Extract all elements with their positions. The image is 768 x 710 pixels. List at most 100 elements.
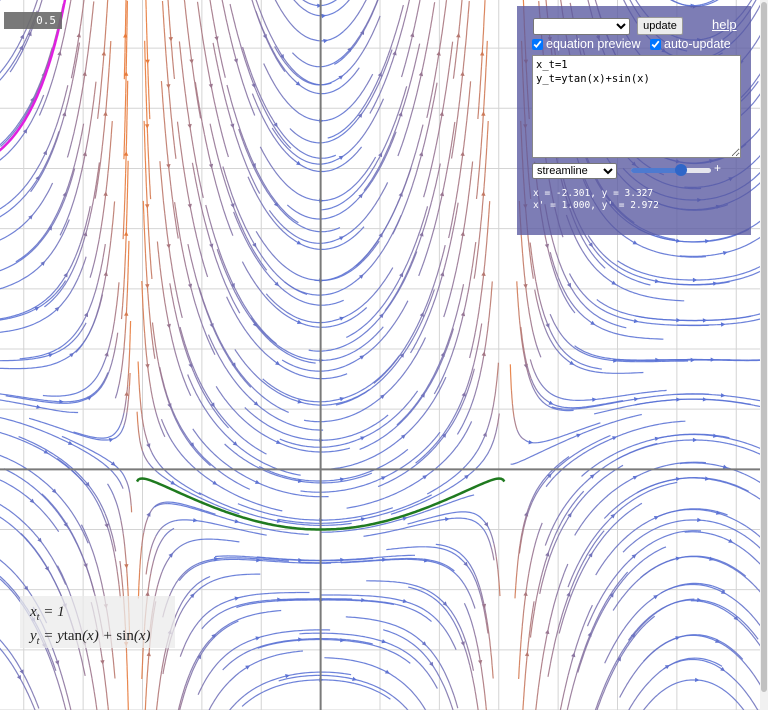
density-slider[interactable] xyxy=(631,164,711,176)
streamline-segment xyxy=(376,447,389,456)
streamline-segment xyxy=(381,369,392,381)
streamline-segment xyxy=(350,67,360,79)
streamline-segment xyxy=(242,141,249,154)
streamline-segment xyxy=(411,251,418,264)
streamline-segment xyxy=(189,462,200,473)
update-button[interactable]: update xyxy=(637,17,683,35)
streamline-segment xyxy=(405,263,413,277)
streamline-segment xyxy=(570,583,577,597)
streamline-segment xyxy=(531,385,539,398)
streamline-segment xyxy=(244,498,258,505)
streamline-segment xyxy=(75,39,80,53)
streamline-segment xyxy=(3,56,12,69)
streamline-segment xyxy=(21,309,34,316)
streamline-segment xyxy=(367,559,381,562)
streamline-segment xyxy=(433,365,441,378)
density-slider-fill xyxy=(631,168,681,173)
streamline-segment xyxy=(594,698,601,710)
streamline-segment xyxy=(356,679,370,685)
streamline-arrow xyxy=(208,83,213,89)
streamline-segment xyxy=(138,437,143,452)
streamline-segment xyxy=(63,219,70,232)
plot-mode-dropdown[interactable]: streamline xyxy=(532,163,617,179)
streamline-segment xyxy=(262,511,276,516)
streamline-segment xyxy=(483,93,486,107)
streamline-segment xyxy=(641,444,654,450)
streamline-segment xyxy=(293,0,301,7)
streamline-segment xyxy=(444,341,450,354)
streamline-segment xyxy=(272,304,284,314)
streamline-segment xyxy=(249,557,263,560)
streamline-segment xyxy=(104,513,111,526)
streamline-segment xyxy=(141,532,145,546)
streamline-segment xyxy=(669,0,677,3)
streamline-segment xyxy=(54,425,67,432)
streamline-segment xyxy=(402,197,409,211)
streamline-segment xyxy=(283,558,297,561)
streamline-segment xyxy=(281,67,286,73)
streamline-segment xyxy=(162,14,165,28)
streamline-segment xyxy=(229,97,235,111)
streamline-segment xyxy=(622,542,634,553)
streamline-segment xyxy=(284,69,295,81)
auto-update-checkbox[interactable] xyxy=(650,38,661,50)
streamline-segment xyxy=(219,357,228,370)
streamline-segment xyxy=(347,528,361,532)
streamline-segment xyxy=(167,472,179,482)
streamline-segment xyxy=(31,263,43,274)
streamline-segment xyxy=(479,293,482,307)
streamline-arrow xyxy=(16,675,21,680)
streamline-segment xyxy=(603,401,618,406)
streamline-segment xyxy=(536,687,539,701)
equation-preview-option[interactable]: equation preview xyxy=(532,37,641,51)
equation-preview-checkbox[interactable] xyxy=(532,38,543,50)
streamline-segment xyxy=(227,526,241,531)
streamline-arrow xyxy=(40,261,46,266)
streamline-segment xyxy=(288,680,302,684)
streamline-segment xyxy=(372,0,379,13)
density-slider-thumb[interactable] xyxy=(674,164,687,176)
streamline-segment xyxy=(598,271,610,281)
equation-input[interactable] xyxy=(532,55,741,158)
streamline-segment xyxy=(201,639,211,651)
streamline-segment xyxy=(252,165,260,178)
streamline-segment xyxy=(638,275,652,281)
streamline-segment xyxy=(544,327,551,341)
streamline-segment xyxy=(698,584,713,589)
streamline-segment xyxy=(459,79,463,94)
streamline-segment xyxy=(603,260,615,270)
streamline-segment xyxy=(581,513,591,525)
streamline-segment xyxy=(193,225,198,239)
help-link[interactable]: help xyxy=(712,17,737,32)
preset-dropdown[interactable] xyxy=(533,18,630,35)
vertical-scrollbar[interactable] xyxy=(760,0,768,710)
auto-update-option[interactable]: auto-update xyxy=(650,37,731,51)
streamline-segment xyxy=(533,371,542,384)
streamline-segment xyxy=(484,333,488,348)
streamline-segment xyxy=(8,458,21,466)
vertical-scrollbar-thumb[interactable] xyxy=(761,2,767,692)
streamline-arrow xyxy=(440,271,445,277)
streamline-segment xyxy=(183,588,193,600)
streamline-segment xyxy=(408,0,411,2)
streamline-segment xyxy=(292,296,306,303)
streamline-segment xyxy=(207,334,215,347)
streamline-arrow xyxy=(296,160,302,166)
streamline-segment xyxy=(330,417,344,422)
streamline-arrow xyxy=(85,481,90,487)
streamline-segment xyxy=(530,607,534,621)
streamline-segment xyxy=(262,462,276,469)
streamline-segment xyxy=(214,331,222,345)
streamline-segment xyxy=(543,635,548,649)
streamline-segment xyxy=(220,486,233,495)
streamline-segment xyxy=(23,584,33,597)
streamline-segment xyxy=(97,378,106,390)
streamline-segment xyxy=(474,574,481,588)
streamline-segment xyxy=(539,661,543,675)
streamline-segment xyxy=(251,455,264,464)
streamline-segment xyxy=(261,655,275,661)
streamline-segment xyxy=(489,530,495,544)
streamline-segment xyxy=(144,160,147,174)
streamline-segment xyxy=(389,474,403,482)
